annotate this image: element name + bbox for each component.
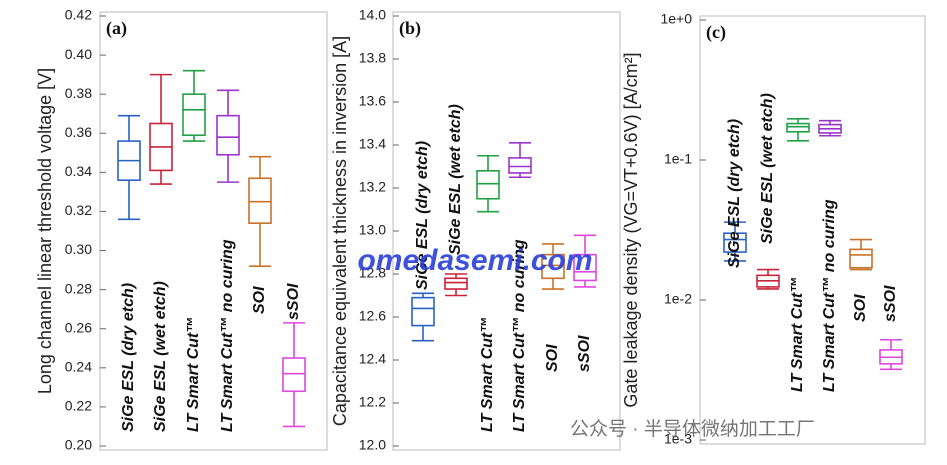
- category-label: sSOI: [285, 283, 302, 320]
- y-tick-label: 12.4: [359, 351, 386, 367]
- category-label: sSOI: [576, 335, 593, 372]
- category-label: SOI: [251, 286, 268, 314]
- box: [476, 170, 500, 200]
- y-tick-label: 14.0: [359, 7, 386, 23]
- y-tick-label: 0.24: [65, 359, 92, 375]
- y-tick-label: 0.32: [65, 202, 92, 218]
- panel-label: (b): [399, 18, 421, 39]
- plot-frame: [99, 11, 328, 451]
- y-tick-label: 0.40: [65, 46, 92, 62]
- category-label: LT Smart Cut™: [185, 317, 202, 432]
- category-label: LT Smart Cut™ no curing: [511, 239, 528, 432]
- panel-label: (a): [106, 18, 127, 39]
- box: [541, 253, 565, 280]
- category-label: SOI: [544, 344, 561, 372]
- box-plot: [723, 221, 747, 262]
- box-plot: [476, 154, 500, 213]
- box-plot: [818, 119, 842, 137]
- box: [723, 232, 747, 253]
- box: [444, 277, 468, 290]
- box-plot: [248, 155, 272, 267]
- box: [573, 253, 597, 282]
- y-tick-label: 0.28: [65, 280, 92, 296]
- y-tick-label: 13.4: [359, 136, 386, 152]
- box-plot: [282, 322, 306, 428]
- category-label: SiGe ESL (dry etch): [414, 141, 431, 290]
- box-plot: [216, 89, 240, 183]
- watermark: 公众号 · 半导体微纳加工工厂: [570, 418, 815, 440]
- box-plot: [444, 273, 468, 297]
- category-label: LT Smart Cut™ no curing: [219, 239, 236, 432]
- box-plot: [508, 142, 532, 179]
- category-label: LT Smart Cut™: [479, 317, 496, 432]
- category-label: SOI: [852, 294, 869, 322]
- y-tick-label: 0.36: [65, 124, 92, 140]
- y-tick-label: 13.2: [359, 179, 386, 195]
- y-tick-label: 13.6: [359, 93, 386, 109]
- box-plot: [849, 238, 873, 271]
- box-plot: [149, 73, 173, 185]
- y-tick-label: 0.20: [65, 437, 92, 453]
- y-tick-label: 12.6: [359, 308, 386, 324]
- y-tick-label: 1e-2: [664, 291, 692, 307]
- box-plot: [756, 268, 780, 290]
- box-plot: [879, 338, 903, 371]
- y-tick-label: 0.34: [65, 163, 92, 179]
- category-label: LT Smart Cut™: [789, 277, 806, 392]
- category-label: SiGe ESL (wet etch): [759, 93, 776, 244]
- y-tick-label: 13.8: [359, 50, 386, 66]
- y-tick-label: 0.42: [65, 7, 92, 23]
- box: [849, 248, 873, 269]
- panel-label: (c): [706, 22, 726, 43]
- box: [508, 157, 532, 174]
- y-tick-label: 0.30: [65, 241, 92, 257]
- box-plot: [117, 114, 141, 221]
- box: [182, 93, 206, 137]
- box-plot: [573, 234, 597, 288]
- y-axis-label: Gate leakage density (VG=VT+0.6V) [A/cm²…: [621, 52, 641, 407]
- box-plot: [411, 292, 435, 342]
- y-tick-label: 1e-3: [664, 431, 692, 447]
- y-axis-label: Capacitance equivalent thickness in inve…: [330, 36, 350, 426]
- category-label: SiGe ESL (dry etch): [120, 283, 137, 432]
- category-label: SiGe ESL (wet etch): [447, 104, 464, 255]
- box: [411, 296, 435, 327]
- y-tick-label: 1e-1: [664, 151, 692, 167]
- box-plot: [541, 243, 565, 290]
- category-label: sSOI: [882, 285, 899, 322]
- watermark: omedasemi.com: [357, 244, 592, 277]
- y-tick-label: 12.2: [359, 394, 386, 410]
- y-tick-label: 0.22: [65, 398, 92, 414]
- box: [216, 114, 240, 156]
- plot-frame: [699, 15, 926, 445]
- box-plot: [786, 117, 810, 142]
- y-tick-label: 13.0: [359, 222, 386, 238]
- y-tick-label: 12.0: [359, 437, 386, 453]
- y-tick-label: 0.38: [65, 85, 92, 101]
- y-tick-label: 1e+0: [660, 11, 692, 27]
- box: [282, 357, 306, 393]
- y-axis-label: Long channel linear threshold voltage [V…: [35, 68, 55, 394]
- y-tick-label: 0.26: [65, 319, 92, 335]
- box: [248, 177, 272, 224]
- box-plot: [182, 69, 206, 142]
- category-label: LT Smart Cut™ no curing: [821, 199, 838, 392]
- box: [786, 122, 810, 133]
- y-tick-label: 12.8: [359, 265, 386, 281]
- category-label: SiGe ESL (dry etch): [726, 119, 743, 268]
- category-label: SiGe ESL (wet etch): [152, 281, 169, 432]
